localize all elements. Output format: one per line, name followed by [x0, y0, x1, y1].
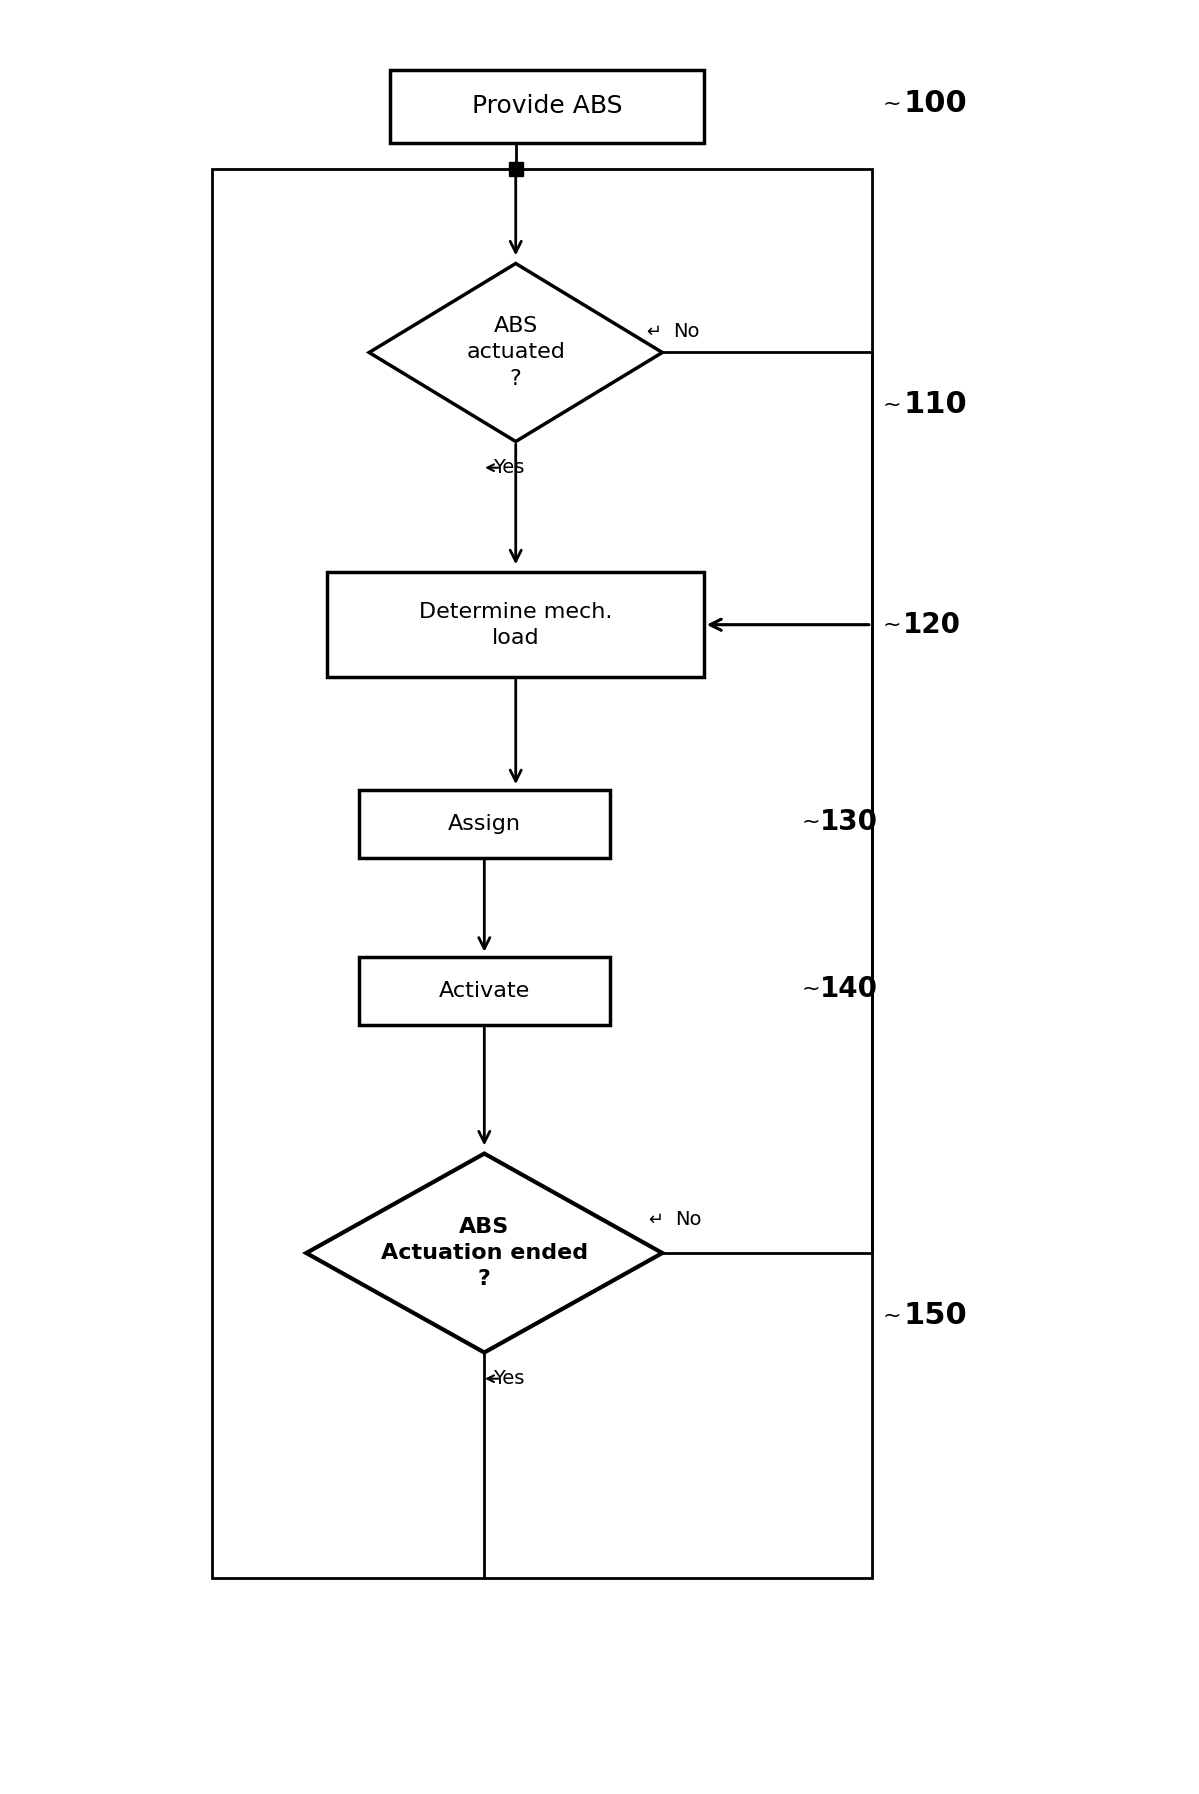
Bar	[359, 958, 610, 1026]
Text: Activate: Activate	[439, 981, 530, 1001]
Text: 100: 100	[903, 88, 966, 118]
Polygon shape	[306, 1154, 662, 1353]
Bar	[212, 169, 872, 1577]
Text: ~: ~	[882, 93, 900, 113]
Text: 120: 120	[903, 610, 962, 639]
Text: Yes: Yes	[493, 457, 524, 477]
Bar	[390, 70, 704, 144]
Text: ~: ~	[802, 980, 820, 999]
Bar	[327, 572, 704, 676]
Text: 150: 150	[903, 1301, 966, 1331]
Text: No: No	[673, 323, 699, 341]
Text: No: No	[675, 1209, 701, 1229]
Text: Determine mech.
load: Determine mech. load	[418, 601, 613, 648]
Text: ↵: ↵	[649, 1211, 663, 1229]
Text: ABS
Actuation ended
?: ABS Actuation ended ?	[381, 1216, 588, 1290]
Text: ~: ~	[882, 1306, 900, 1326]
Text: ~: ~	[882, 395, 900, 414]
Text: ↵: ↵	[646, 323, 662, 341]
Text: 130: 130	[819, 807, 878, 836]
Polygon shape	[369, 264, 662, 441]
Text: ABS
actuated
?: ABS actuated ?	[466, 316, 565, 389]
Text: 110: 110	[903, 391, 966, 420]
Text: ~: ~	[882, 615, 900, 635]
Bar	[359, 789, 610, 858]
Text: Yes: Yes	[493, 1369, 524, 1389]
Text: ~: ~	[802, 811, 820, 832]
Text: 140: 140	[819, 976, 878, 1003]
Text: Assign: Assign	[447, 814, 520, 834]
Text: Provide ABS: Provide ABS	[472, 95, 622, 118]
